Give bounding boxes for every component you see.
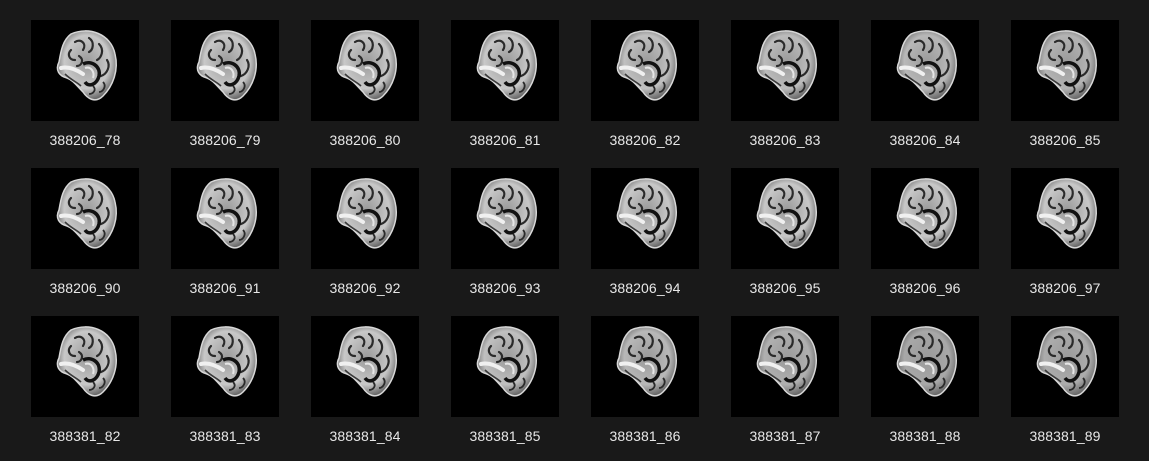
file-tile[interactable]: 388381_84 — [296, 316, 426, 461]
file-name-label: 388381_84 — [329, 428, 401, 444]
brain-mri-thumbnail-icon[interactable] — [731, 20, 839, 121]
file-name-label: 388206_84 — [889, 132, 961, 148]
file-name-label: 388381_82 — [49, 428, 121, 444]
file-tile[interactable]: 388206_83 — [716, 20, 846, 166]
brain-mri-thumbnail-icon[interactable] — [871, 168, 979, 269]
brain-mri-thumbnail-icon[interactable] — [311, 20, 419, 121]
file-name-label: 388206_83 — [749, 132, 821, 148]
file-name-label: 388206_94 — [609, 280, 681, 296]
file-tile[interactable]: 388206_90 — [16, 168, 146, 314]
brain-mri-thumbnail-icon[interactable] — [171, 20, 279, 121]
file-name-label: 388381_89 — [1029, 428, 1101, 444]
file-tile[interactable]: 388206_85 — [996, 20, 1126, 166]
file-name-label: 388381_83 — [189, 428, 261, 444]
brain-mri-thumbnail-icon[interactable] — [1011, 20, 1119, 121]
file-name-label: 388381_85 — [469, 428, 541, 444]
brain-mri-thumbnail-icon[interactable] — [871, 316, 979, 417]
file-name-label: 388206_93 — [469, 280, 541, 296]
file-name-label: 388206_79 — [189, 132, 261, 148]
brain-mri-thumbnail-icon[interactable] — [31, 316, 139, 417]
brain-mri-thumbnail-icon[interactable] — [311, 168, 419, 269]
file-tile[interactable]: 388206_81 — [436, 20, 566, 166]
file-name-label: 388206_80 — [329, 132, 401, 148]
file-tile[interactable]: 388381_87 — [716, 316, 846, 461]
file-name-label: 388206_81 — [469, 132, 541, 148]
brain-mri-thumbnail-icon[interactable] — [871, 20, 979, 121]
file-name-label: 388206_95 — [749, 280, 821, 296]
file-name-label: 388206_91 — [189, 280, 261, 296]
file-tile[interactable]: 388206_80 — [296, 20, 426, 166]
file-name-label: 388381_88 — [889, 428, 961, 444]
brain-mri-thumbnail-icon[interactable] — [171, 316, 279, 417]
file-tile[interactable]: 388206_93 — [436, 168, 566, 314]
file-name-label: 388206_96 — [889, 280, 961, 296]
brain-mri-thumbnail-icon[interactable] — [451, 316, 559, 417]
file-tile[interactable]: 388381_82 — [16, 316, 146, 461]
file-tile[interactable]: 388381_86 — [576, 316, 706, 461]
brain-mri-thumbnail-icon[interactable] — [1011, 168, 1119, 269]
brain-mri-thumbnail-icon[interactable] — [591, 168, 699, 269]
file-name-label: 388381_86 — [609, 428, 681, 444]
brain-mri-thumbnail-icon[interactable] — [591, 20, 699, 121]
brain-mri-thumbnail-icon[interactable] — [591, 316, 699, 417]
file-name-label: 388206_78 — [49, 132, 121, 148]
brain-mri-thumbnail-icon[interactable] — [171, 168, 279, 269]
file-name-label: 388206_92 — [329, 280, 401, 296]
brain-mri-thumbnail-icon[interactable] — [731, 168, 839, 269]
file-tile[interactable]: 388206_78 — [16, 20, 146, 166]
file-tile[interactable]: 388206_92 — [296, 168, 426, 314]
file-tile[interactable]: 388206_97 — [996, 168, 1126, 314]
file-tile[interactable]: 388381_83 — [156, 316, 286, 461]
file-tile[interactable]: 388206_95 — [716, 168, 846, 314]
file-tile[interactable]: 388206_91 — [156, 168, 286, 314]
brain-mri-thumbnail-icon[interactable] — [451, 168, 559, 269]
brain-mri-thumbnail-icon[interactable] — [451, 20, 559, 121]
file-tile[interactable]: 388206_82 — [576, 20, 706, 166]
file-tile[interactable]: 388206_96 — [856, 168, 986, 314]
file-tile[interactable]: 388381_89 — [996, 316, 1126, 461]
file-name-label: 388206_82 — [609, 132, 681, 148]
file-name-label: 388381_87 — [749, 428, 821, 444]
file-tile[interactable]: 388206_84 — [856, 20, 986, 166]
brain-mri-thumbnail-icon[interactable] — [311, 316, 419, 417]
brain-mri-thumbnail-icon[interactable] — [1011, 316, 1119, 417]
file-name-label: 388206_90 — [49, 280, 121, 296]
brain-mri-thumbnail-icon[interactable] — [731, 316, 839, 417]
file-tile[interactable]: 388381_85 — [436, 316, 566, 461]
file-name-label: 388206_85 — [1029, 132, 1101, 148]
file-tile[interactable]: 388206_94 — [576, 168, 706, 314]
file-tile[interactable]: 388206_79 — [156, 20, 286, 166]
file-name-label: 388206_97 — [1029, 280, 1101, 296]
file-tile[interactable]: 388381_88 — [856, 316, 986, 461]
brain-mri-thumbnail-icon[interactable] — [31, 20, 139, 121]
brain-mri-thumbnail-icon[interactable] — [31, 168, 139, 269]
